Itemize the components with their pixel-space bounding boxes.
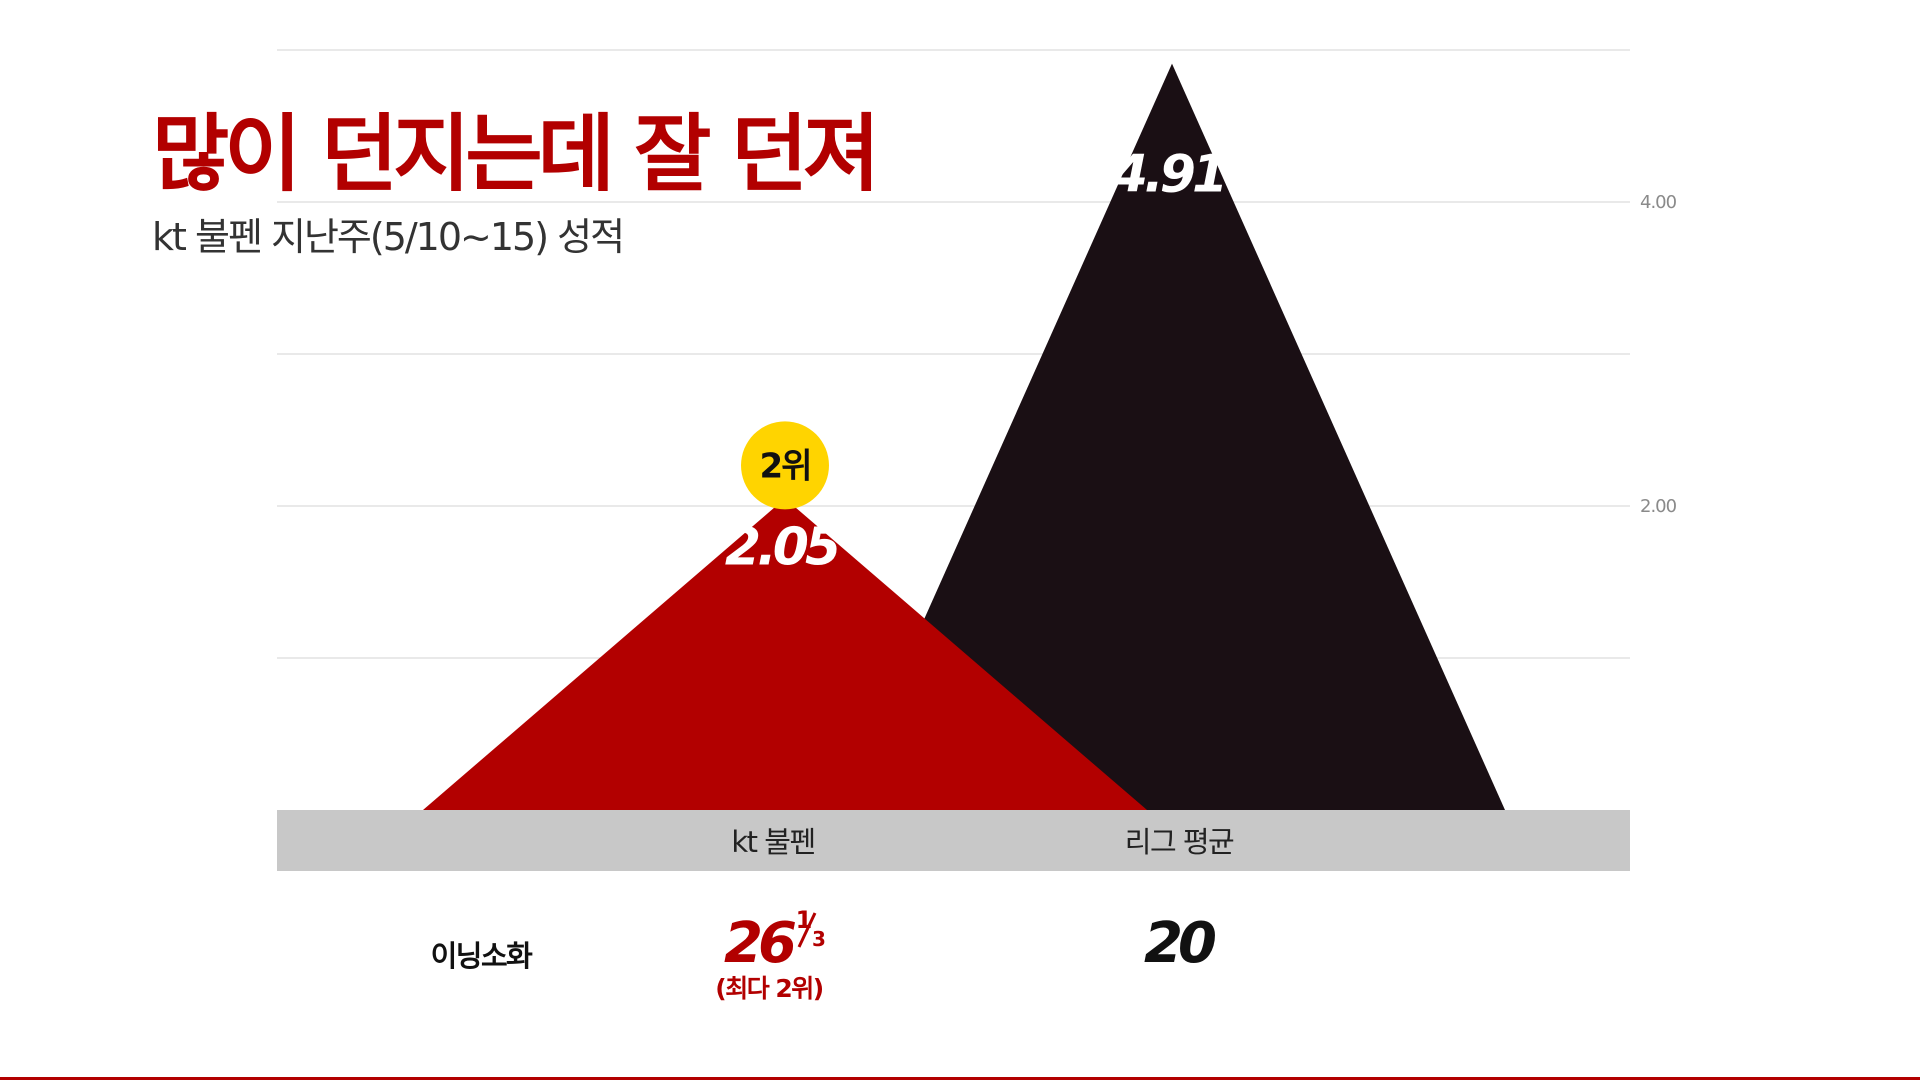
innings-row-label: 이닝소화 (431, 939, 534, 973)
page-subtitle: kt 불펜 지난주(5/10~15) 성적 (152, 215, 625, 259)
innings-fraction-denominator: 3 (812, 927, 826, 951)
x-tick-label: 리그 평균 (1125, 825, 1234, 859)
page-title: 많이 던지는데 잘 던져 (152, 105, 880, 203)
rank-badge-text: 2위 (760, 446, 811, 486)
category-band (277, 810, 1630, 871)
data-label: 4.91 (1111, 145, 1224, 205)
innings-value-kt: 26 (724, 911, 795, 976)
innings-fraction-slash (797, 912, 817, 948)
bottom-rule (0, 1077, 1920, 1080)
rank-badge (741, 421, 829, 510)
innings-note-kt: (최다 2위) (715, 974, 823, 1003)
triangle-kt-bullpen (423, 498, 1147, 810)
data-label: 2.05 (725, 517, 839, 577)
x-tick-label: kt 불펜 (731, 825, 814, 859)
y-tick-label: 4.00 (1640, 192, 1677, 213)
innings-fraction-numerator: 1 (796, 906, 813, 934)
triangle-league-average (839, 63, 1505, 811)
innings-value-league: 20 (1144, 911, 1215, 976)
y-tick-label: 2.00 (1640, 496, 1677, 517)
